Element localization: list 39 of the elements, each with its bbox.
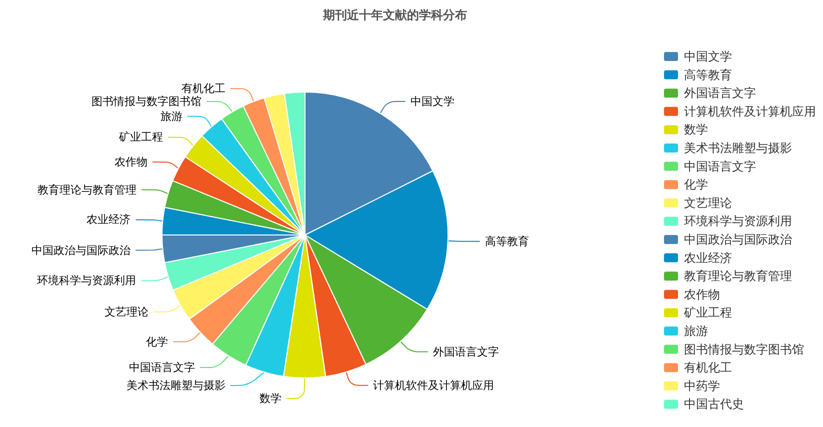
data-label: 旅游: [160, 110, 182, 123]
legend-label: 矿业工程: [683, 306, 732, 320]
legend-label: 化学: [684, 178, 708, 192]
legend-label: 美术书法雕塑与摄影: [684, 141, 792, 155]
data-label: 文艺理论: [104, 305, 148, 318]
legend-label: 旅游: [684, 324, 708, 338]
legend-label: 中国政治与国际政治: [684, 232, 792, 246]
legend-label: 中国语言文字: [684, 159, 756, 174]
legend-label: 农作物: [684, 287, 720, 302]
legend-label: 农业经济: [684, 250, 732, 265]
data-label: 农业经济: [86, 213, 131, 226]
data-label: 环境科学与资源利用: [37, 274, 136, 288]
data-label: 有机化工: [182, 82, 226, 95]
legend-label: 数学: [684, 122, 708, 137]
data-label: 矿业工程: [118, 130, 164, 144]
legend-label: 文艺理论: [684, 196, 732, 210]
data-label: 农作物: [114, 155, 148, 168]
legend-label: 环境科学与资源利用: [684, 214, 792, 228]
legend-label: 教育理论与教育管理: [684, 269, 792, 284]
data-label: 中国政治与国际政治: [32, 244, 131, 257]
legend-label: 计算机软件及计算机应用: [684, 104, 816, 118]
legend-label: 图书情报与数字图书馆: [684, 342, 804, 356]
legend-label: 高等教育: [684, 68, 732, 82]
data-label: 中国语言文字: [129, 361, 195, 374]
data-label: 中国文学: [410, 94, 454, 108]
data-label: 数学: [260, 392, 282, 405]
data-label: 美术书法雕塑与摄影: [126, 378, 226, 392]
legend-label: 中国文学: [684, 50, 732, 64]
data-label: 教育理论与教育管理: [37, 183, 136, 196]
legend-label: 外国语言文字: [684, 86, 756, 100]
data-label: 化学: [146, 335, 168, 348]
legend-label: 中药学: [684, 378, 720, 393]
data-label: 外国语言文字: [432, 345, 499, 358]
data-label: 图书情报与数字图书馆: [91, 94, 202, 108]
legend-label: 有机化工: [684, 360, 732, 375]
data-label: 计算机软件及计算机应用: [373, 378, 494, 392]
data-label: 高等教育: [484, 234, 529, 248]
legend-label: 中国古代史: [684, 397, 744, 412]
chart-title: 期刊近十年文献的学科分布: [322, 8, 467, 22]
